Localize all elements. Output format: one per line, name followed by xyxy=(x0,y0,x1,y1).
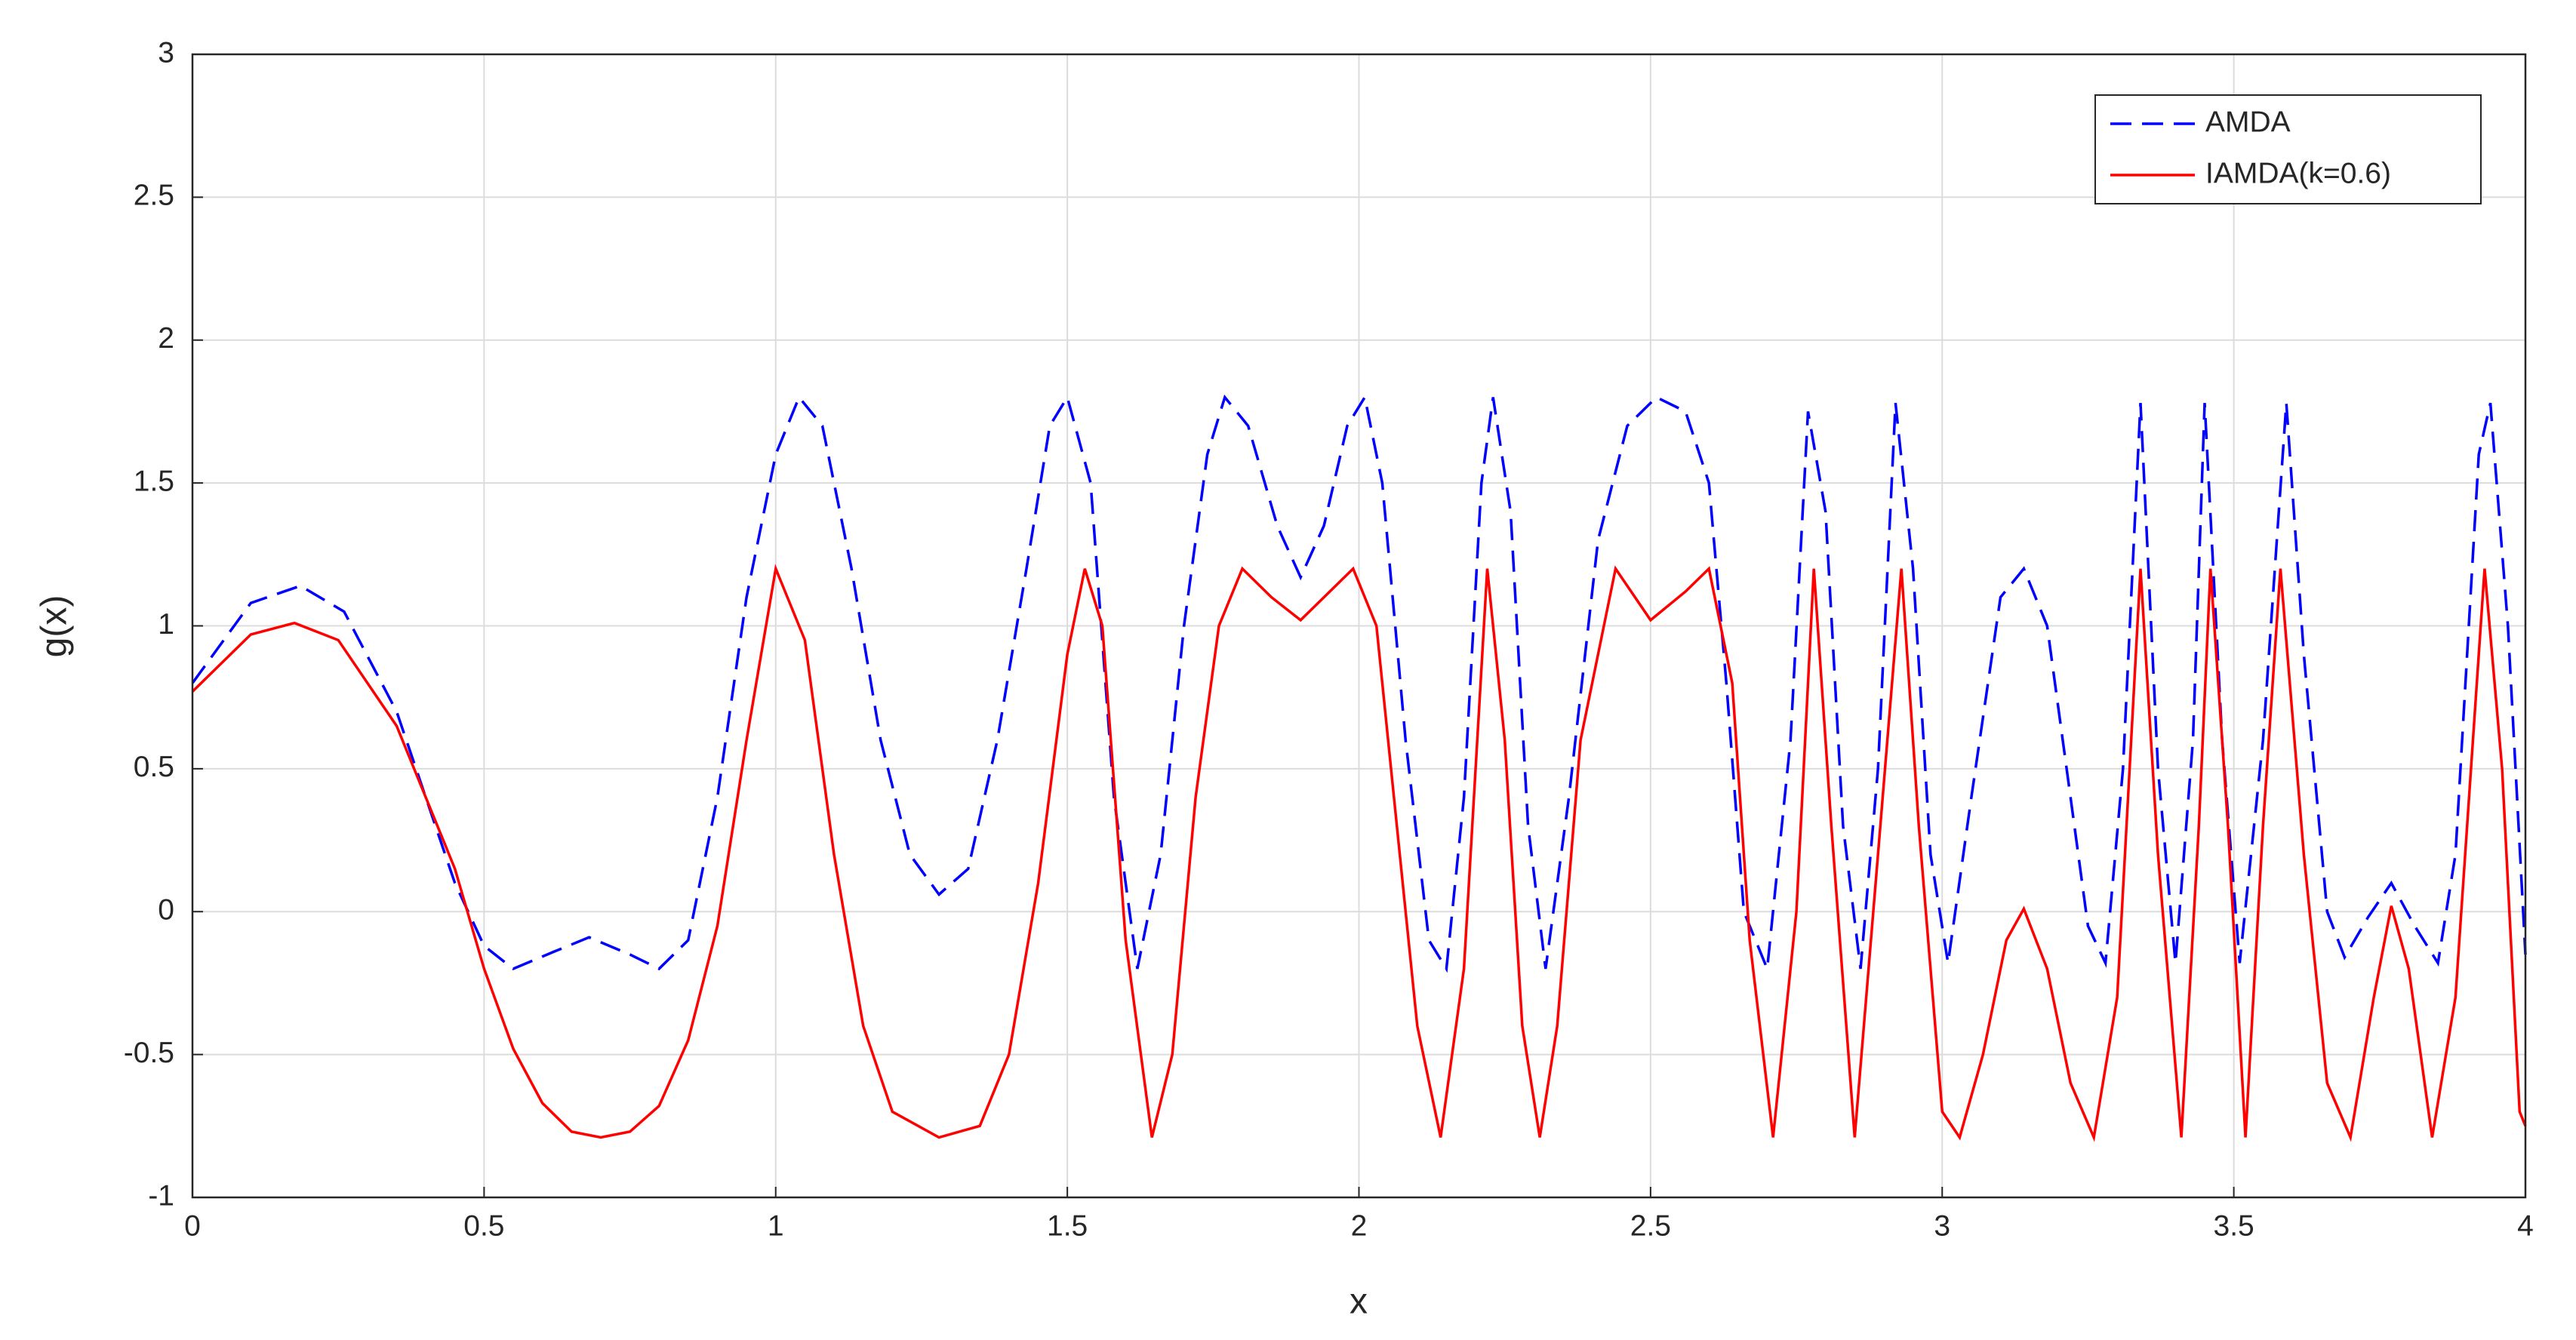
x-axis-label: x xyxy=(1350,1282,1368,1322)
legend-label: AMDA xyxy=(2205,106,2291,138)
plot-border xyxy=(191,53,2527,1199)
x-tick-label: 1.5 xyxy=(1047,1209,1088,1242)
y-tick-label: -0.5 xyxy=(124,1037,174,1069)
legend-box xyxy=(2094,94,2482,204)
y-tick-label: 3 xyxy=(158,36,174,69)
y-tick-label: 1.5 xyxy=(134,465,174,497)
x-tick-label: 3 xyxy=(1934,1209,1950,1242)
x-tick-label: 2 xyxy=(1351,1209,1368,1242)
x-tick-label: 2.5 xyxy=(1630,1209,1671,1242)
y-tick-label: 2 xyxy=(158,322,174,355)
x-tick-label: 1 xyxy=(768,1209,784,1242)
y-tick-label: 1 xyxy=(158,608,174,641)
y-tick-label: -1 xyxy=(148,1179,174,1212)
x-tick-label: 0 xyxy=(184,1209,201,1242)
y-tick-label: 0.5 xyxy=(134,751,174,783)
data-line xyxy=(191,393,2527,973)
legend-label: IAMDA(k=0.6) xyxy=(2205,157,2391,189)
y-tick-label: 0 xyxy=(158,894,174,927)
x-tick-label: 3.5 xyxy=(2214,1209,2254,1242)
y-tick-label: 2.5 xyxy=(134,180,174,212)
data-line xyxy=(191,564,2527,1142)
x-tick-label: 0.5 xyxy=(463,1209,504,1242)
y-axis-label: g(x) xyxy=(35,595,75,658)
x-tick-label: 4 xyxy=(2517,1209,2534,1242)
